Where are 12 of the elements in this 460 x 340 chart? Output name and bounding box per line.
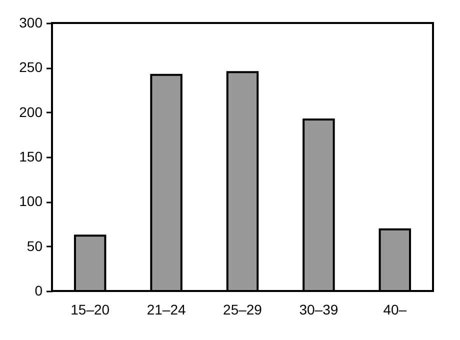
y-tick-label: 300	[19, 14, 43, 30]
x-tick-label: 21–24	[146, 302, 186, 318]
y-tick-label: 50	[26, 238, 43, 254]
y-tick-label: 150	[19, 148, 43, 164]
x-tick-label: 25–29	[223, 302, 262, 318]
y-tick-label: 100	[19, 193, 43, 210]
x-tick-label: 40–	[383, 302, 407, 318]
y-tick-label: 0	[34, 282, 43, 298]
x-tick-label: 15–20	[70, 302, 110, 318]
y-tick-label: 250	[19, 59, 43, 76]
x-tick-label: 30–39	[299, 302, 338, 318]
y-tick-label: 200	[19, 104, 43, 120]
